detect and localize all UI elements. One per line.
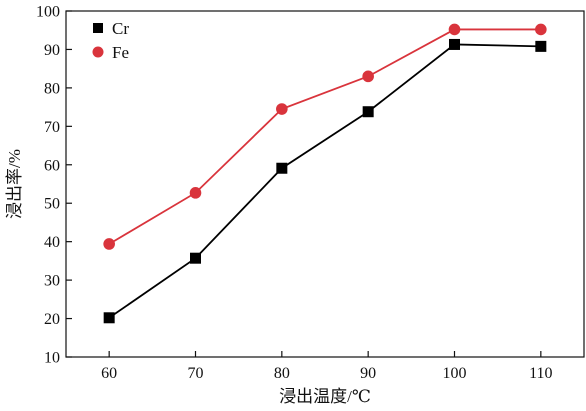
y-tick-label: 20 bbox=[44, 311, 60, 328]
series-cr bbox=[103, 38, 547, 324]
x-axis: 60 70 80 90 100 110 bbox=[101, 351, 553, 382]
data-point-cr bbox=[449, 38, 460, 50]
y-axis-label: 浸出率/% bbox=[5, 149, 24, 219]
data-point-fe bbox=[535, 23, 547, 36]
x-tick-label: 80 bbox=[274, 365, 290, 382]
data-point-fe bbox=[276, 103, 288, 115]
data-point-cr bbox=[362, 106, 374, 118]
legend: Cr Fe bbox=[92, 19, 129, 62]
plot-frame bbox=[65, 10, 585, 358]
data-point-cr bbox=[276, 162, 288, 174]
plot-area: 10 20 30 40 50 60 70 80 90 100 60 70 80 90 100 110 bbox=[36, 4, 585, 382]
data-point-cr bbox=[190, 252, 201, 264]
y-tick-label: 90 bbox=[44, 42, 60, 59]
series-line-fe bbox=[108, 28, 541, 245]
series-line-cr bbox=[108, 43, 541, 319]
series-fe bbox=[103, 23, 547, 250]
x-tick-label: 110 bbox=[529, 365, 552, 382]
x-axis-label: 浸出温度/℃ bbox=[279, 387, 371, 406]
legend-item-fe: Fe bbox=[92, 43, 129, 62]
legend-marker-fe bbox=[92, 46, 104, 58]
y-tick-label: 40 bbox=[44, 234, 60, 251]
data-point-fe bbox=[103, 238, 115, 250]
legend-label-cr: Cr bbox=[112, 19, 129, 38]
data-point-fe bbox=[448, 23, 461, 36]
y-tick-label: 10 bbox=[44, 350, 60, 367]
x-tick-label: 90 bbox=[360, 365, 376, 382]
y-tick-label: 30 bbox=[44, 273, 60, 290]
y-tick-label: 100 bbox=[36, 4, 60, 21]
y-tick-label: 80 bbox=[44, 80, 60, 97]
legend-marker-cr bbox=[93, 23, 103, 33]
x-tick-label: 70 bbox=[188, 365, 204, 382]
data-point-cr bbox=[103, 312, 115, 324]
y-tick-label: 60 bbox=[44, 157, 60, 174]
legend-label-fe: Fe bbox=[112, 43, 129, 62]
data-point-cr bbox=[535, 40, 547, 52]
legend-item-cr: Cr bbox=[93, 19, 129, 38]
x-tick-label: 60 bbox=[101, 365, 117, 382]
x-tick-label: 100 bbox=[443, 365, 467, 382]
data-point-fe bbox=[362, 70, 374, 83]
series-layer bbox=[103, 23, 547, 324]
y-tick-label: 50 bbox=[44, 196, 60, 213]
data-point-fe bbox=[189, 187, 202, 199]
y-tick-label: 70 bbox=[44, 119, 60, 136]
y-axis: 10 20 30 40 50 60 70 80 90 100 bbox=[36, 4, 72, 367]
